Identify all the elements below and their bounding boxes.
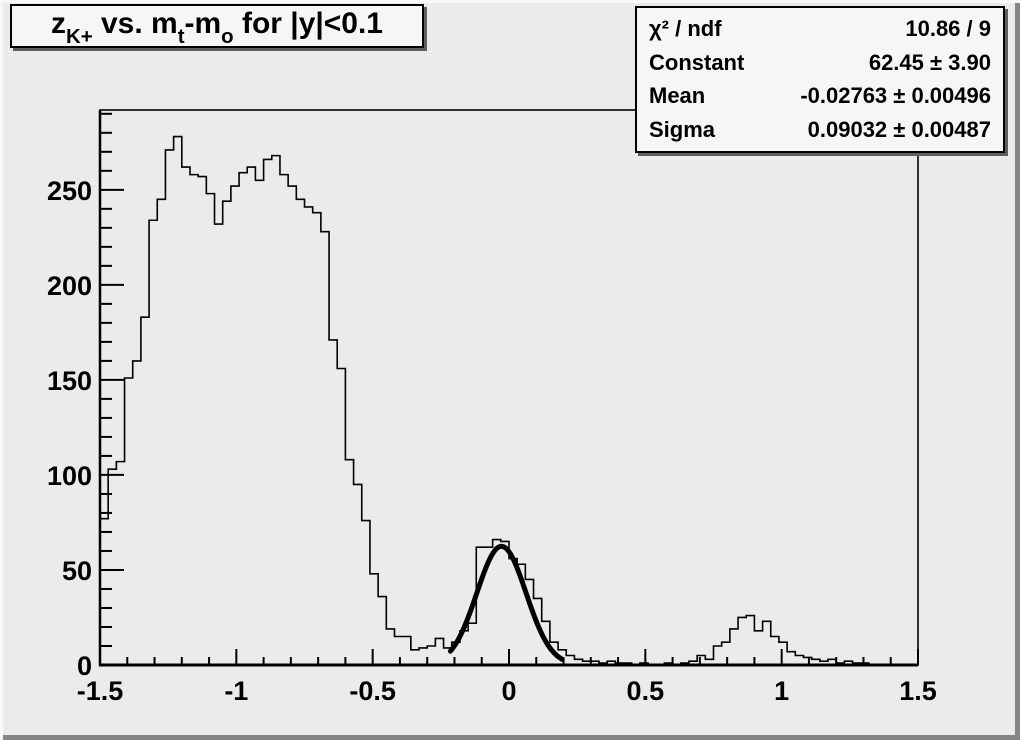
stat-value-constant: 62.45 ± 3.90	[868, 49, 991, 75]
title-subscript: o	[221, 26, 234, 49]
stat-row-constant: Constant 62.45 ± 3.90	[649, 49, 991, 75]
x-tick-label: -1	[224, 676, 248, 706]
y-tick-label: 250	[47, 176, 92, 206]
histogram-step-line	[99, 135, 918, 666]
y-tick-label: 0	[77, 651, 92, 681]
plot-title-box: zK+ vs. mt-mo for |y|<0.1	[10, 4, 424, 48]
x-tick-label: 0	[501, 676, 516, 706]
title-text-segment: z	[51, 6, 66, 40]
y-tick-label: 50	[62, 556, 92, 586]
plot-title: zK+ vs. mt-mo for |y|<0.1	[51, 6, 383, 49]
stat-row-sigma: Sigma 0.09032 ± 0.00487	[649, 119, 991, 141]
x-tick-label: -0.5	[349, 676, 396, 706]
x-tick-label: 1	[774, 676, 789, 706]
gaussian-fit-curve	[447, 543, 565, 662]
y-tick-label: 200	[47, 271, 92, 301]
x-tick-label: 0.5	[627, 676, 665, 706]
stat-value-chi2-ndf: 10.86 / 9	[905, 15, 991, 41]
plot-frame	[99, 109, 919, 666]
y-tick-label: 100	[47, 461, 92, 491]
title-text-segment: vs. m	[92, 6, 178, 40]
stat-label-sigma: Sigma	[649, 117, 716, 143]
stat-value-sigma: 0.09032 ± 0.00487	[807, 117, 991, 143]
title-subscript: K+	[66, 26, 93, 49]
stat-label-chi2-ndf: χ² / ndf	[649, 15, 722, 41]
stat-label-mean: Mean	[649, 83, 706, 109]
x-tick-label: 1.5	[899, 676, 937, 706]
stats-box: χ² / ndf 10.86 / 9 Constant 62.45 ± 3.90 Mea…	[635, 6, 1005, 153]
title-subscript: t	[177, 26, 185, 49]
stat-value-mean: -0.02763 ± 0.00496	[800, 83, 991, 109]
stat-label-constant: Constant	[649, 49, 745, 75]
stat-row-chi2-ndf: χ² / ndf 10.86 / 9	[649, 15, 991, 41]
title-text-segment: for |y|<0.1	[233, 6, 383, 40]
y-tick-label: 150	[47, 366, 92, 396]
stat-row-mean: Mean -0.02763 ± 0.00496	[649, 85, 991, 107]
title-text-segment: -m	[184, 6, 222, 40]
x-tick-label: -1.5	[77, 676, 124, 706]
